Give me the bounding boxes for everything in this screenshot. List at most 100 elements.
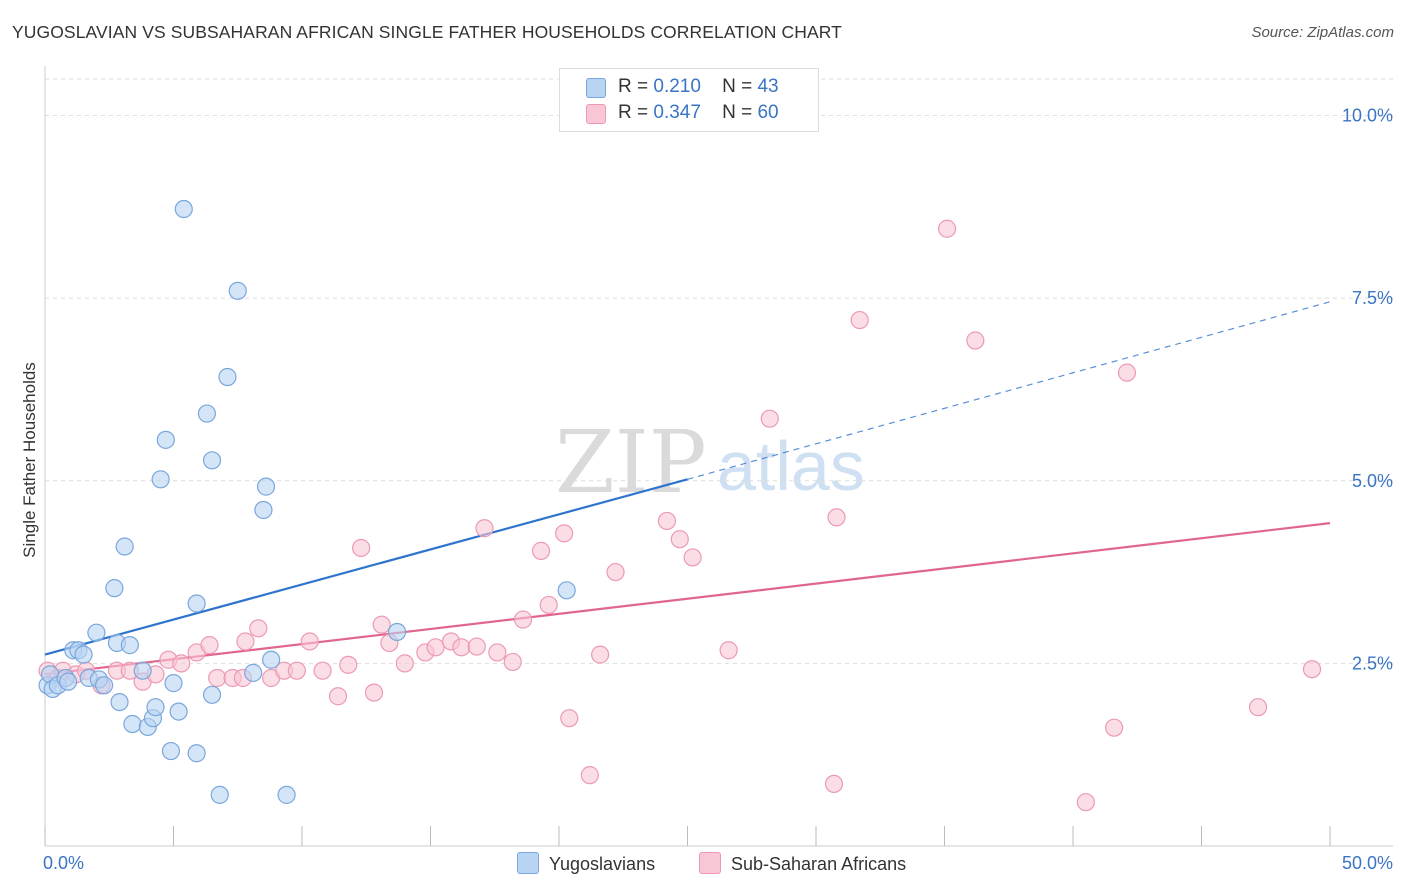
- legend-n-label: N =: [722, 76, 753, 97]
- point-subsaharan-africans: [352, 538, 371, 558]
- x-tick-label-max: 50.0%: [1342, 853, 1393, 873]
- point-subsaharan-africans: [850, 310, 869, 330]
- y-tick-labels: 2.5% 5.0% 7.5% 10.0%: [1342, 106, 1393, 674]
- point-yugoslavians: [87, 623, 106, 642]
- point-yugoslavians: [151, 470, 170, 489]
- points-subsaharan-africans: [38, 219, 1322, 812]
- point-yugoslavians: [174, 199, 193, 219]
- point-yugoslavians: [74, 645, 93, 664]
- point-yugoslavians: [262, 650, 281, 669]
- legend-r-label: R =: [618, 102, 649, 123]
- bottom-legend-swatch-pink: [699, 852, 721, 874]
- point-yugoslavians: [164, 674, 183, 693]
- bottom-legend-swatch-blue: [517, 852, 539, 874]
- trendline-yugoslavians: [44, 301, 1331, 656]
- source-label: Source: ZipAtlas.com: [1251, 24, 1394, 41]
- point-yugoslavians: [244, 663, 263, 682]
- point-subsaharan-africans: [488, 643, 507, 662]
- point-yugoslavians: [228, 281, 247, 300]
- point-yugoslavians: [123, 714, 142, 734]
- point-yugoslavians: [59, 672, 78, 691]
- points-yugoslavians: [38, 199, 576, 804]
- point-subsaharan-africans: [580, 766, 599, 785]
- point-subsaharan-africans: [827, 508, 846, 527]
- point-subsaharan-africans: [313, 661, 332, 680]
- point-subsaharan-africans: [683, 548, 702, 567]
- point-subsaharan-africans: [503, 652, 522, 672]
- point-subsaharan-africans: [426, 638, 445, 657]
- point-yugoslavians: [133, 661, 152, 680]
- point-subsaharan-africans: [539, 595, 558, 615]
- point-yugoslavians: [210, 785, 229, 804]
- point-yugoslavians: [202, 685, 222, 704]
- point-subsaharan-africans: [364, 683, 384, 702]
- point-subsaharan-africans: [1076, 793, 1095, 812]
- point-subsaharan-africans: [606, 562, 625, 582]
- watermark: ZIP atlas: [555, 413, 865, 513]
- point-subsaharan-africans: [328, 687, 348, 706]
- point-subsaharan-africans: [1248, 698, 1268, 717]
- point-subsaharan-africans: [372, 615, 391, 634]
- point-subsaharan-africans: [657, 511, 677, 531]
- point-subsaharan-africans: [513, 610, 533, 629]
- point-yugoslavians: [256, 477, 276, 496]
- trendline-solid: [44, 478, 688, 656]
- legend-n-label: N =: [722, 102, 753, 123]
- point-subsaharan-africans: [287, 661, 306, 680]
- point-yugoslavians: [187, 594, 206, 613]
- bottom-legend-label-yugoslavians: Yugoslavians: [549, 854, 656, 874]
- point-subsaharan-africans: [531, 541, 551, 560]
- point-subsaharan-africans: [555, 524, 574, 543]
- chart-title: YUGOSLAVIAN VS SUBSAHARAN AFRICAN SINGLE…: [12, 22, 842, 42]
- bottom-legend-label-subsaharan-africans: Sub-Saharan Africans: [731, 854, 907, 874]
- x-tick-label-min: 0.0%: [43, 853, 84, 873]
- point-yugoslavians: [218, 367, 237, 387]
- point-yugoslavians: [105, 579, 124, 598]
- point-subsaharan-africans: [1117, 363, 1137, 382]
- point-subsaharan-africans: [719, 641, 738, 660]
- trendline-subsaharan-africans: [44, 522, 1331, 676]
- legend-n-value: 43: [757, 76, 779, 97]
- legend-swatch-pink: [586, 104, 606, 124]
- legend-r-value: 0.347: [653, 102, 701, 123]
- point-subsaharan-africans: [966, 331, 985, 350]
- point-yugoslavians: [557, 581, 576, 600]
- point-subsaharan-africans: [395, 654, 414, 673]
- point-subsaharan-africans: [467, 637, 486, 656]
- point-yugoslavians: [120, 636, 139, 655]
- legend-r-label: R =: [618, 76, 649, 97]
- point-yugoslavians: [387, 622, 407, 642]
- y-tick-label: 5.0%: [1352, 471, 1393, 491]
- point-yugoslavians: [95, 676, 114, 695]
- point-yugoslavians: [169, 702, 188, 721]
- point-yugoslavians: [156, 430, 175, 449]
- point-subsaharan-africans: [560, 709, 579, 728]
- trendline-dashed: [687, 301, 1331, 480]
- point-yugoslavians: [110, 692, 129, 712]
- point-subsaharan-africans: [591, 645, 610, 664]
- point-subsaharan-africans: [760, 409, 779, 428]
- point-yugoslavians: [187, 744, 206, 763]
- trendline-solid: [44, 522, 1331, 676]
- point-yugoslavians: [277, 785, 296, 804]
- point-subsaharan-africans: [824, 774, 844, 794]
- y-tick-label: 10.0%: [1342, 106, 1393, 126]
- point-yugoslavians: [146, 698, 165, 717]
- legend-n-value: 60: [757, 102, 779, 123]
- point-subsaharan-africans: [452, 638, 471, 657]
- point-subsaharan-africans: [208, 668, 227, 688]
- legend-swatch-blue: [586, 78, 606, 98]
- point-subsaharan-africans: [236, 632, 255, 651]
- legend: R = 0.210 N = 43 R = 0.347 N = 60: [559, 68, 819, 132]
- legend-r-value: 0.210: [653, 76, 701, 97]
- bottom-legend-yugoslavians: Yugoslavians: [517, 852, 655, 875]
- y-tick-label: 7.5%: [1352, 288, 1393, 308]
- point-subsaharan-africans: [249, 619, 268, 638]
- point-subsaharan-africans: [200, 636, 219, 655]
- gridlines: [45, 78, 1393, 664]
- y-tick-label: 2.5%: [1352, 653, 1393, 673]
- point-subsaharan-africans: [172, 654, 191, 673]
- watermark-zip: ZIP: [555, 413, 707, 513]
- point-subsaharan-africans: [1302, 660, 1322, 679]
